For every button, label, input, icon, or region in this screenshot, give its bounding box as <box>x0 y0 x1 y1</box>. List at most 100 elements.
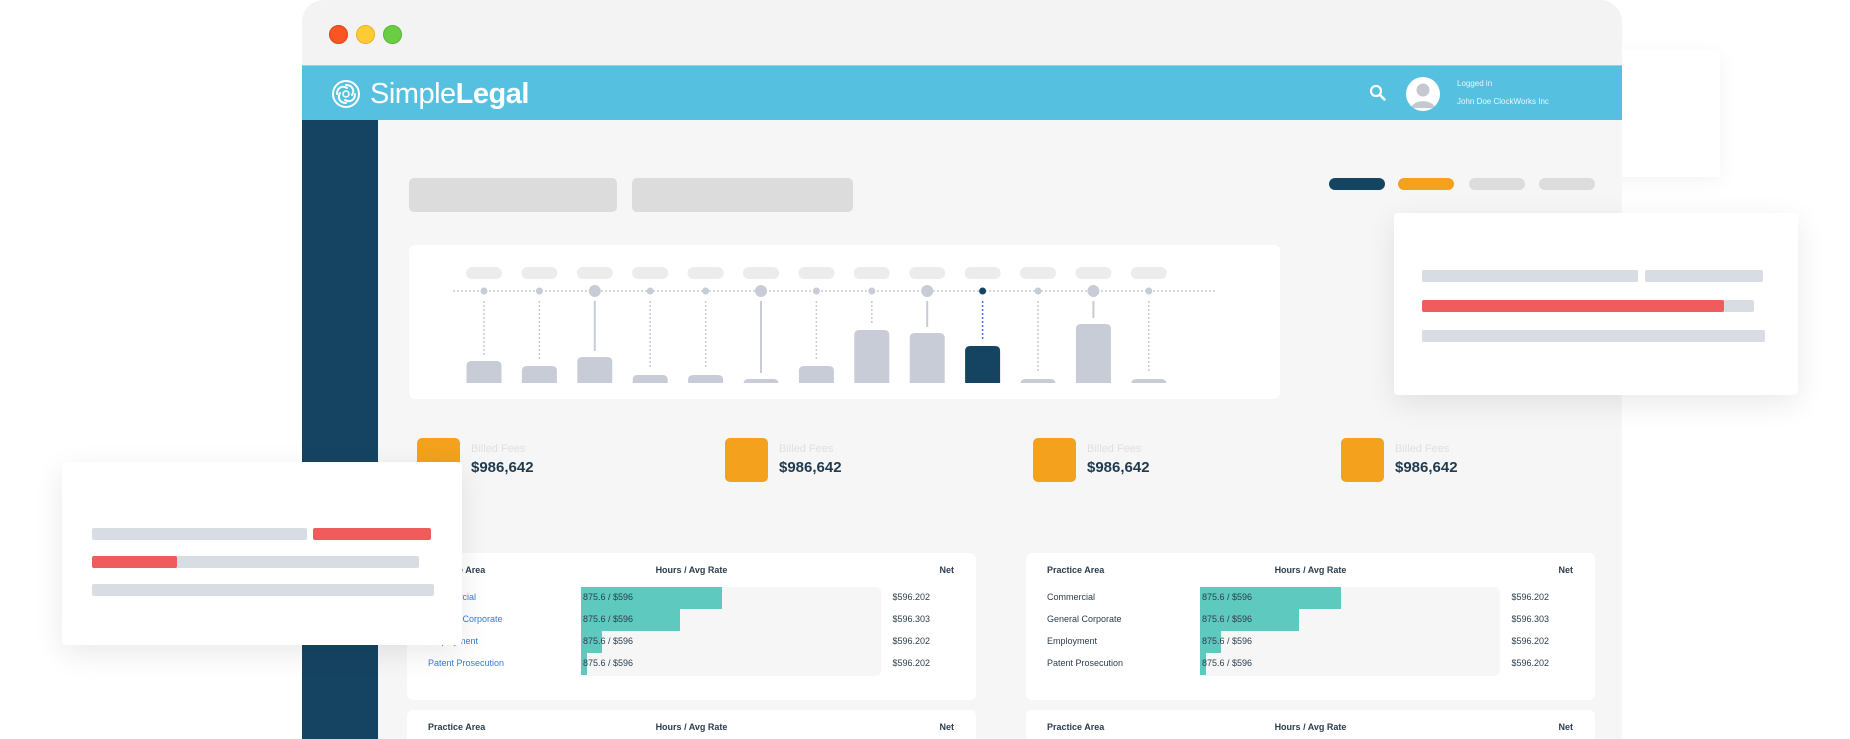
hours-rate-value: 875.6 / $596 <box>1202 658 1253 668</box>
bar[interactable] <box>688 375 724 383</box>
bar[interactable] <box>521 366 557 383</box>
timeline-dot <box>1145 287 1153 295</box>
search-icon[interactable] <box>1368 83 1388 103</box>
avatar[interactable] <box>1406 77 1440 111</box>
placeholder-button-1[interactable] <box>409 178 617 212</box>
placeholder-button-2[interactable] <box>632 178 853 212</box>
stat-value: $986,642 <box>779 459 842 476</box>
app-header: SimpleLegal Logged in John Doe ClockWork… <box>302 65 1622 120</box>
minimize-window-button[interactable] <box>356 25 375 44</box>
column-header-net[interactable]: Net <box>1558 565 1573 575</box>
bar[interactable] <box>798 366 834 383</box>
filter-pill-1[interactable] <box>1329 178 1385 190</box>
filter-pill-3[interactable] <box>1469 178 1525 190</box>
net-value: $596.202 <box>892 636 930 646</box>
bar[interactable] <box>1131 379 1167 384</box>
tick-label-placeholder <box>521 267 558 279</box>
column-header-hours[interactable]: Hours / Avg Rate <box>1274 565 1347 575</box>
logo[interactable]: SimpleLegal <box>330 77 529 111</box>
stat-value: $986,642 <box>1087 459 1150 476</box>
floating-card-right <box>1394 213 1798 395</box>
timeline-dot <box>979 287 987 295</box>
net-value: $596.202 <box>892 592 930 602</box>
placeholder-bar <box>1422 270 1638 282</box>
placeholder-bar <box>1645 270 1763 282</box>
practice-area-table: Practice Area Hours / Avg Rate Net <box>1026 710 1595 739</box>
bar[interactable] <box>1020 379 1056 384</box>
column-header-net[interactable]: Net <box>1558 722 1573 732</box>
hours-rate-value: 875.6 / $596 <box>1202 614 1253 624</box>
stat-label: Billed Fees <box>1395 443 1450 455</box>
tick-label-placeholder <box>798 267 835 279</box>
placeholder-bar <box>1422 330 1765 342</box>
close-window-button[interactable] <box>329 25 348 44</box>
user-name: John Doe ClockWorks Inc <box>1457 97 1549 106</box>
logo-swirl-icon <box>332 80 360 108</box>
tick-label-placeholder <box>1130 267 1167 279</box>
bar[interactable] <box>632 375 668 383</box>
placeholder-bar <box>92 584 434 596</box>
hours-rate-value: 875.6 / $596 <box>583 614 634 624</box>
user-info[interactable]: Logged in John Doe ClockWorks Inc <box>1457 75 1549 111</box>
chart-card <box>409 245 1280 399</box>
stat-label: Billed Fees <box>471 443 526 455</box>
practice-area-name: General Corporate <box>1047 614 1122 624</box>
bar[interactable] <box>1075 324 1111 383</box>
hours-bar <box>1200 631 1221 653</box>
logo-text: SimpleLegal <box>370 78 529 111</box>
practice-area-name[interactable]: General Corporate <box>428 614 503 624</box>
tick-label-placeholder <box>1020 267 1056 279</box>
hours-bar <box>1200 587 1341 609</box>
table-row[interactable]: Patent Prosecution 875.6 / $596 $596.202 <box>407 653 976 675</box>
stat-icon <box>1033 438 1076 482</box>
table-row[interactable]: General Corporate 875.6 / $596 $596.303 <box>1026 609 1595 631</box>
table-row[interactable]: Commercial 875.6 / $596 $596.202 <box>1026 587 1595 609</box>
practice-area-name[interactable]: Patent Prosecution <box>428 658 505 668</box>
table-row[interactable]: Employment 875.6 / $596 $596.202 <box>407 631 976 653</box>
filter-pill-2[interactable] <box>1398 178 1454 190</box>
net-value: $596.202 <box>892 658 930 668</box>
bar[interactable] <box>854 330 890 383</box>
column-header-practice-area[interactable]: Practice Area <box>1047 565 1105 575</box>
table-row[interactable]: Employment 875.6 / $596 $596.202 <box>1026 631 1595 653</box>
hours-rate-value: 875.6 / $596 <box>583 592 634 602</box>
column-header-practice-area[interactable]: Practice Area <box>428 722 486 732</box>
bar[interactable] <box>577 357 613 383</box>
bar[interactable] <box>466 361 502 383</box>
practice-area-name: Patent Prosecution <box>1047 658 1124 668</box>
column-header-net[interactable]: Net <box>939 565 954 575</box>
column-header-hours[interactable]: Hours / Avg Rate <box>1274 722 1347 732</box>
practice-area-name: Employment <box>1047 636 1098 646</box>
timeline-dot <box>868 287 876 295</box>
table-row[interactable]: Patent Prosecution 875.6 / $596 $596.202 <box>1026 653 1595 675</box>
timeline-dot <box>588 285 601 297</box>
timeline-dot <box>646 287 654 295</box>
net-value: $596.202 <box>1511 636 1549 646</box>
tick-label-placeholder <box>743 267 779 279</box>
hours-bar <box>581 653 587 675</box>
practice-area-table: Practice Area Hours / Avg Rate Net <box>407 710 976 739</box>
bar[interactable] <box>965 346 1001 383</box>
user-icon <box>1411 83 1435 108</box>
table-row[interactable]: General Corporate 875.6 / $596 $596.303 <box>407 609 976 631</box>
bar[interactable] <box>909 333 945 383</box>
column-header-hours[interactable]: Hours / Avg Rate <box>655 722 728 732</box>
column-header-hours[interactable]: Hours / Avg Rate <box>655 565 728 575</box>
table-row[interactable]: Commercial 875.6 / $596 $596.202 <box>407 587 976 609</box>
timeline-dot <box>812 287 820 295</box>
column-header-net[interactable]: Net <box>939 722 954 732</box>
maximize-window-button[interactable] <box>383 25 402 44</box>
timeline-dot <box>921 285 934 297</box>
timeline-dot <box>702 287 710 295</box>
hours-rate-value: 875.6 / $596 <box>1202 636 1253 646</box>
column-header-practice-area[interactable]: Practice Area <box>1047 722 1105 732</box>
hours-bar <box>1200 609 1299 631</box>
tick-label-placeholder <box>1075 267 1112 279</box>
practice-area-table: Practice Area Hours / Avg Rate Net Comme… <box>407 553 976 700</box>
net-value: $596.202 <box>1511 658 1549 668</box>
tick-label-placeholder <box>466 267 502 279</box>
tick-label-placeholder <box>632 267 669 279</box>
filter-pill-4[interactable] <box>1539 178 1595 190</box>
bar[interactable] <box>743 379 779 384</box>
